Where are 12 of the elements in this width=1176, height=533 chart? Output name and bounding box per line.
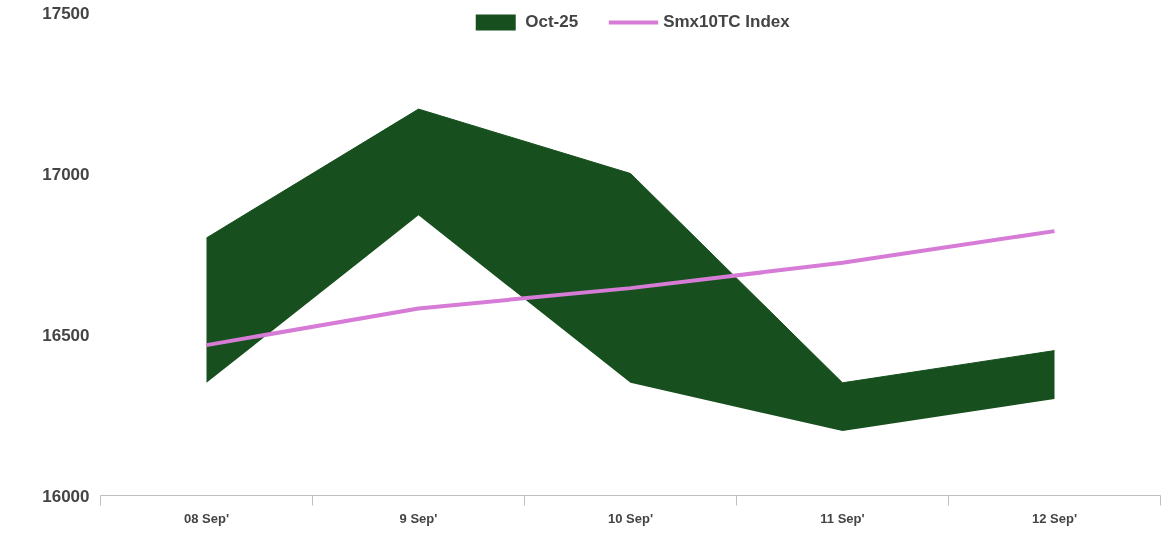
- x-tick-label: 08 Sep': [184, 510, 230, 526]
- y-tick-label: 17500: [42, 3, 90, 23]
- x-tick-label: 12 Sep': [1032, 510, 1078, 526]
- legend-label: Oct-25: [525, 12, 579, 32]
- x-tick-label: 10 Sep': [608, 510, 654, 526]
- legend-label: Smx10TC Index: [663, 12, 790, 32]
- line-series: [204, 229, 1057, 348]
- x-tick-label: 9 Sep': [399, 510, 438, 526]
- x-tick-label: 11 Sep': [820, 510, 865, 526]
- y-tick-label: 16500: [42, 325, 90, 345]
- y-tick-label: 17000: [42, 164, 90, 184]
- y-tick-label: 16000: [42, 486, 90, 506]
